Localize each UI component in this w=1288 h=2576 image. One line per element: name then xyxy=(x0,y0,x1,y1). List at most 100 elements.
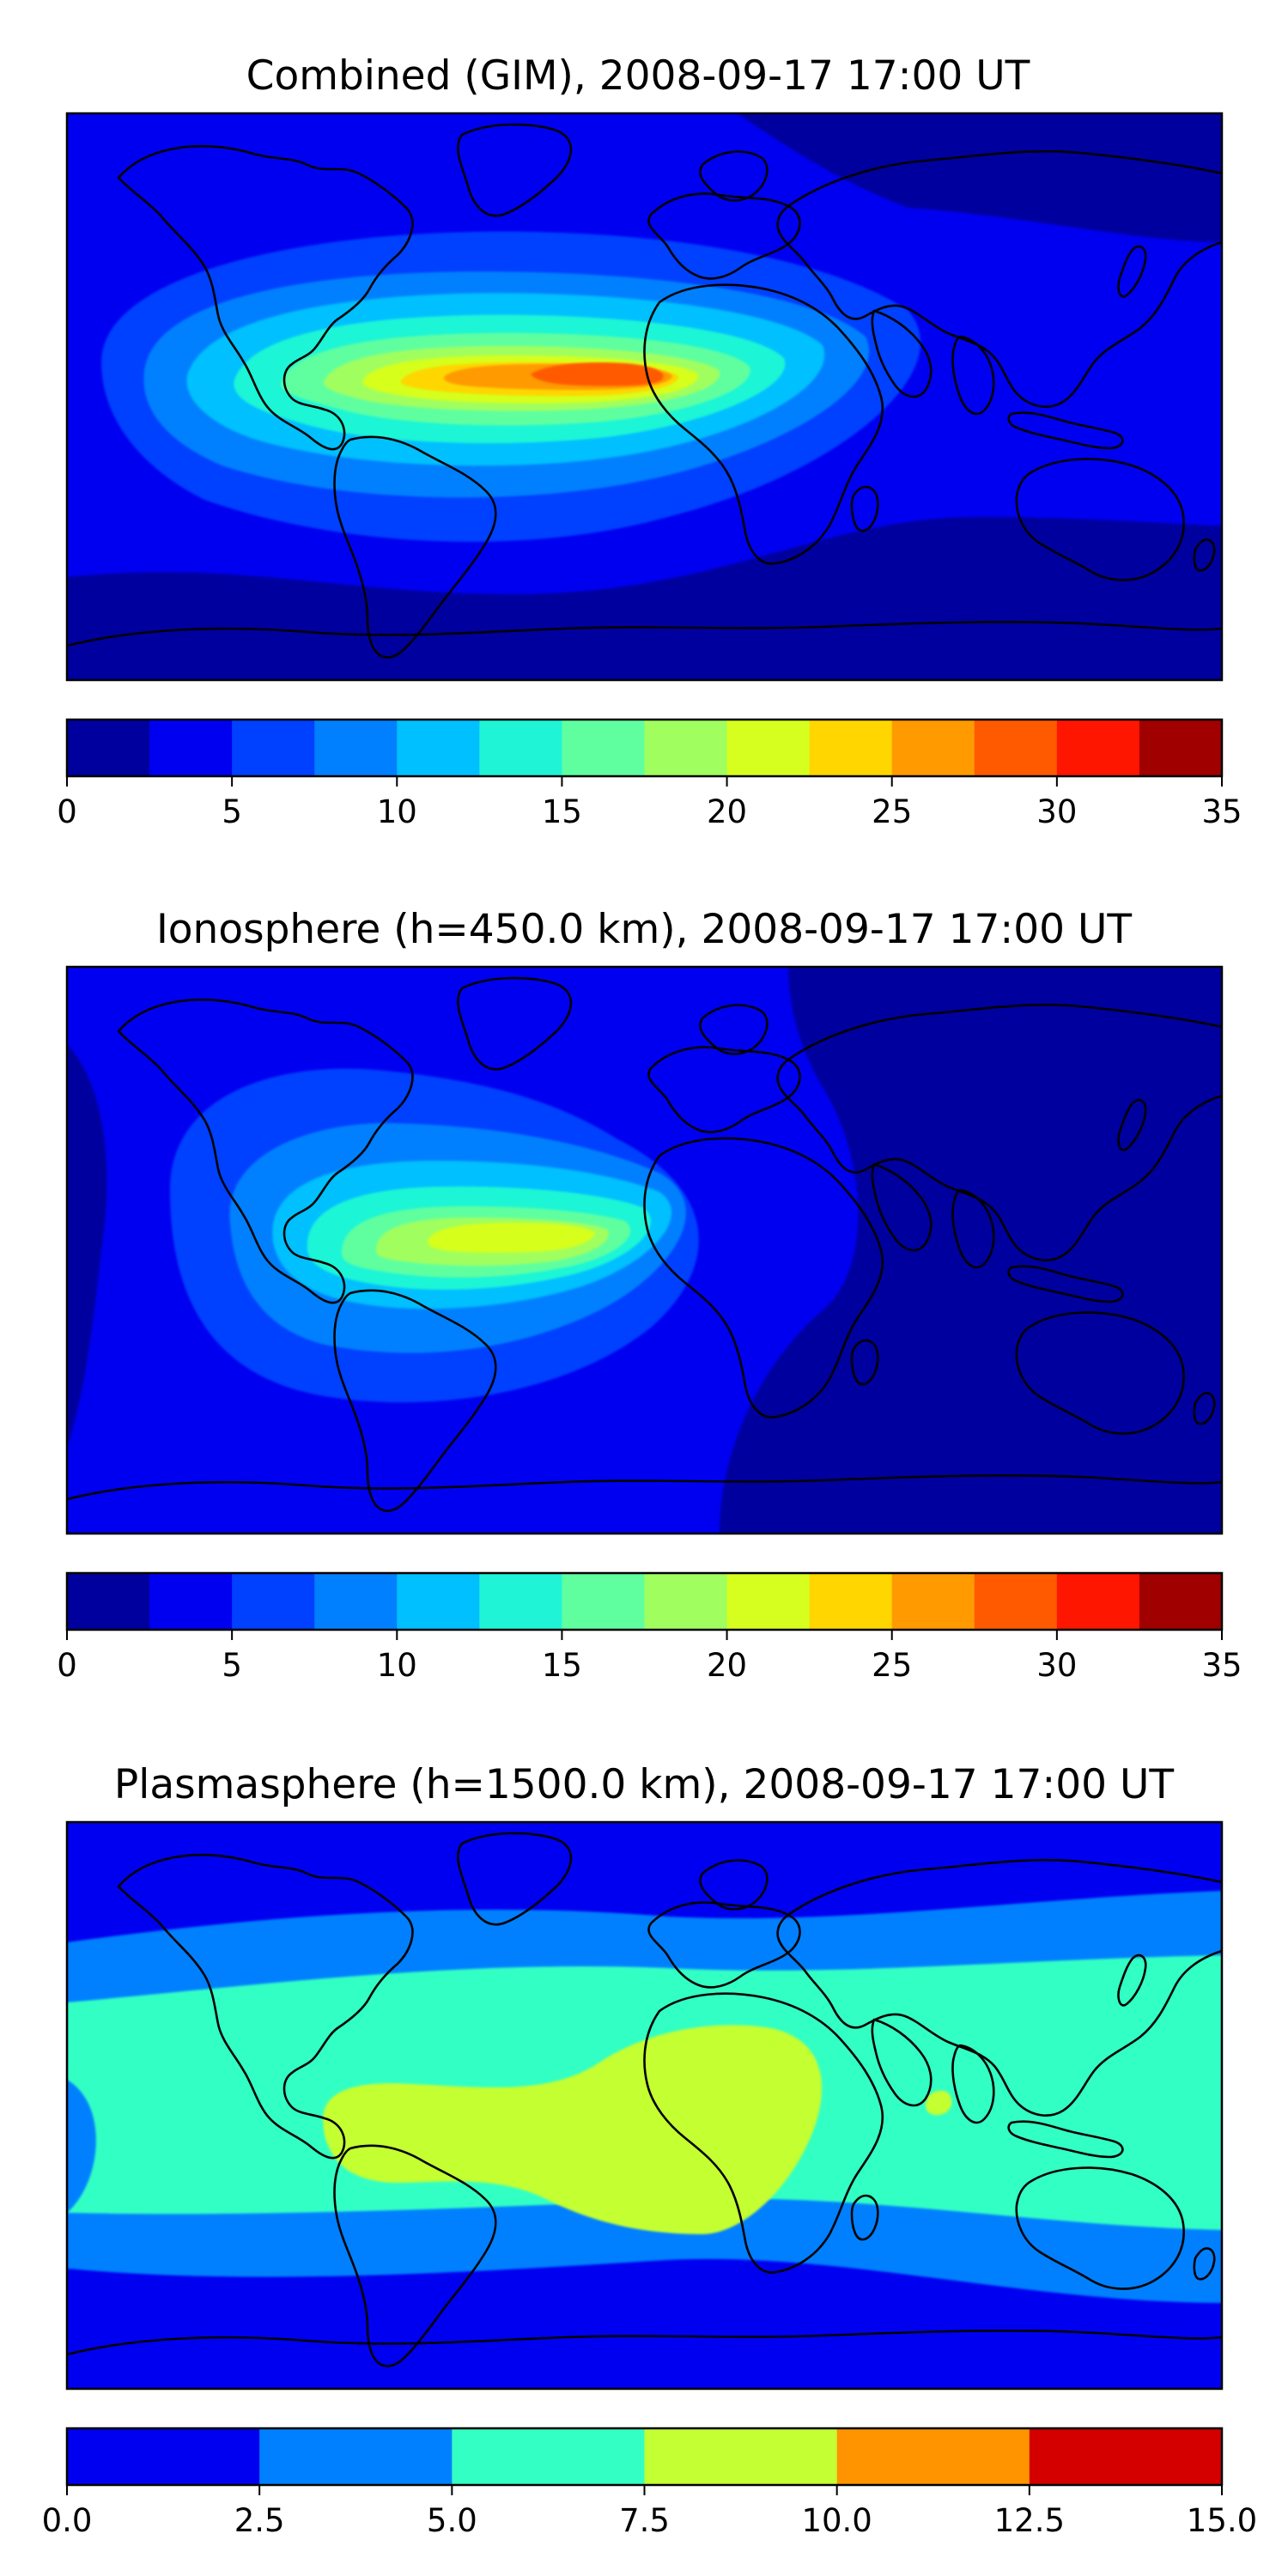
colorbar-tick-label: 10 xyxy=(377,793,417,830)
coastline-segment xyxy=(1015,1311,1185,1435)
coastline-segment xyxy=(67,1474,1222,1501)
coastline-segment xyxy=(1117,245,1147,298)
tec-contours xyxy=(67,967,1222,1534)
contour-level-3 xyxy=(325,2098,439,2159)
coastline-segment xyxy=(1193,1392,1216,1425)
coastline-segment xyxy=(850,1339,879,1386)
colorbar-tick-label: 30 xyxy=(1036,793,1077,830)
colorbar-segment xyxy=(726,1573,811,1630)
coastline-segment xyxy=(951,335,995,416)
coastline-segment xyxy=(333,435,497,659)
colorbar-tick-label: 0 xyxy=(57,793,77,830)
colorbar-segment xyxy=(149,720,233,776)
coastline-segment xyxy=(457,976,573,1071)
colorbar-segment xyxy=(397,1573,480,1630)
coastline-segment xyxy=(647,192,801,280)
colorbar-segment xyxy=(644,2428,838,2485)
colorbar-segment xyxy=(314,1573,398,1630)
colorbar-tick-label: 5 xyxy=(222,793,242,830)
coastline-segment xyxy=(951,1188,995,1269)
coastline-segment xyxy=(457,123,573,217)
panel-plasmasphere: Plasmasphere (h=1500.0 km), 2008-09-17 1… xyxy=(42,1761,1258,2539)
colorbar-tick-label: 2.5 xyxy=(234,2502,285,2539)
colorbar-segment xyxy=(974,720,1058,776)
colorbar-tick-label: 15 xyxy=(542,793,582,830)
colorbar-segment xyxy=(809,720,893,776)
coastline-segment xyxy=(117,1853,414,2160)
colorbar-tick-label: 30 xyxy=(1036,1647,1077,1684)
map-area xyxy=(65,112,1224,682)
coastline-segment xyxy=(643,1992,884,2274)
colorbar-tick-label: 0 xyxy=(57,1647,77,1684)
contour-level-11 xyxy=(531,362,664,386)
colorbar-segment xyxy=(452,2428,645,2485)
coastline-segment xyxy=(1015,2166,1185,2290)
colorbar-segment xyxy=(562,720,645,776)
tec-contours xyxy=(67,113,1222,680)
colorbar-segment xyxy=(644,720,728,776)
panel-ionosphere: Ionosphere (h=450.0 km), 2008-09-17 17:0… xyxy=(57,906,1242,1684)
coastline-segment xyxy=(871,2018,933,2107)
colorbar-segment xyxy=(726,720,811,776)
coastline-segment xyxy=(117,144,414,451)
map-frame xyxy=(65,1820,1224,2391)
panel-combined: Combined (GIM), 2008-09-17 17:00 UT 0 5 10… xyxy=(57,52,1242,830)
colorbar-tick-label: 35 xyxy=(1201,1647,1242,1684)
coastline-segment xyxy=(776,149,1222,408)
colorbar-tick-label: 25 xyxy=(872,1647,912,1684)
colorbar-tick-label: 7.5 xyxy=(619,2502,670,2539)
colorbar-segment xyxy=(1029,2428,1223,2485)
coastline-segment xyxy=(67,621,1222,647)
coastline-segment xyxy=(951,2044,995,2124)
panel-title: Plasmasphere (h=1500.0 km), 2008-09-17 1… xyxy=(114,1761,1174,1808)
contour-level-0 xyxy=(67,1044,107,1448)
colorbar-tick-label: 10.0 xyxy=(801,2502,872,2539)
map-area xyxy=(65,965,1224,1535)
colorbar-segment xyxy=(1139,720,1223,776)
colorbar-tick-label: 25 xyxy=(872,793,912,830)
colorbar-segment xyxy=(836,2428,1030,2485)
contour-level-3 xyxy=(926,2090,952,2116)
coastline-segment xyxy=(776,1858,1222,2117)
coastline-segment xyxy=(333,1289,497,1512)
tec-contours xyxy=(67,1822,1222,2389)
colorbar-segment xyxy=(232,1573,315,1630)
map-frame xyxy=(65,112,1224,682)
colorbar-segment xyxy=(562,1573,645,1630)
colorbar-segment xyxy=(259,2428,453,2485)
coastline-segment xyxy=(643,283,884,565)
coastline-segment xyxy=(333,2144,497,2367)
coastline-segment xyxy=(643,1137,884,1419)
colorbar-tick-label: 5 xyxy=(222,1647,242,1684)
colorbar-tick-label: 10 xyxy=(377,1647,417,1684)
coastlines xyxy=(67,1832,1222,2367)
coastline-segment xyxy=(457,1832,573,1926)
colorbar: 0 5 10 15 20 25 30 35 xyxy=(57,718,1242,830)
coastline-segment xyxy=(850,2194,879,2241)
colorbar-segment xyxy=(479,720,562,776)
contour-level-3 xyxy=(323,2025,823,2234)
colorbar-segment xyxy=(149,1573,233,1630)
coastline-segment xyxy=(1007,2120,1124,2159)
contour-level-0 xyxy=(67,517,1222,680)
coastline-segment xyxy=(67,2330,1222,2356)
colorbar-tick-label: 20 xyxy=(707,793,747,830)
coastline-segment xyxy=(699,1004,769,1055)
colorbar: 0.0 2.5 5.0 7.5 10.0 12.5 15.0 xyxy=(42,2427,1257,2539)
colorbar-tick-label: 0.0 xyxy=(42,2502,93,2539)
coastline-segment xyxy=(850,485,879,532)
colorbar-segment xyxy=(891,1573,975,1630)
colorbar-segment xyxy=(1056,1573,1140,1630)
colorbar-segment xyxy=(891,720,975,776)
colorbar-segment xyxy=(1139,1573,1223,1630)
colorbar: 0 5 10 15 20 25 30 35 xyxy=(57,1571,1242,1684)
coastline-segment xyxy=(1007,411,1124,450)
coastline-segment xyxy=(1117,1098,1147,1151)
colorbar-segment xyxy=(974,1573,1058,1630)
colorbar-segment xyxy=(67,720,150,776)
colorbar-segment xyxy=(232,720,315,776)
map-frame xyxy=(65,965,1224,1535)
coastline-segment xyxy=(699,150,769,202)
colorbar-segment xyxy=(479,1573,562,1630)
